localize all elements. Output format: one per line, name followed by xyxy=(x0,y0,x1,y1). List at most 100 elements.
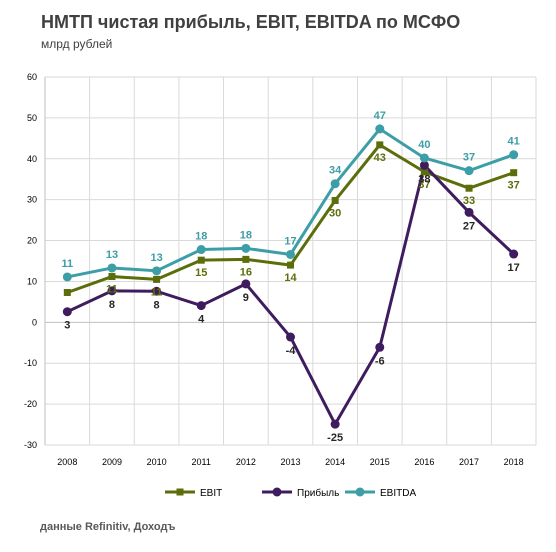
ebitda-point xyxy=(62,272,72,282)
ebitda-point xyxy=(509,150,519,160)
ebitda-data-label: 41 xyxy=(508,136,520,148)
x-tick-label: 2011 xyxy=(192,457,211,467)
profit-point xyxy=(464,207,474,217)
y-tick-label: -20 xyxy=(24,399,37,409)
x-tick-label: 2016 xyxy=(414,457,434,467)
profit-data-label: 27 xyxy=(463,220,475,232)
x-tick-label: 2010 xyxy=(147,457,167,467)
y-tick-label: -10 xyxy=(24,358,37,368)
profit-point xyxy=(107,286,117,296)
profit-point xyxy=(286,332,295,342)
ebitda-point xyxy=(241,243,251,253)
ebitda-point xyxy=(107,263,117,273)
profit-point xyxy=(152,286,162,296)
x-tick-label: 2017 xyxy=(459,457,479,467)
ebitda-data-label: 37 xyxy=(463,152,475,164)
ebit-data-label: 43 xyxy=(374,152,386,164)
ebit-point xyxy=(510,169,518,177)
ebitda-point xyxy=(419,153,429,163)
profit-point xyxy=(62,307,72,317)
ebitda-data-label: 13 xyxy=(150,252,162,264)
source-note: данные Refinitiv, Доходъ xyxy=(40,521,176,533)
ebitda-data-label: 18 xyxy=(195,231,207,243)
ebitda-point xyxy=(375,124,385,134)
ebitda-data-label: 11 xyxy=(61,258,73,270)
legend: EBIT Прибыль EBITDA xyxy=(165,487,416,499)
y-tick-label: -30 xyxy=(24,440,37,450)
x-tick-label: 2018 xyxy=(504,457,524,467)
profit-data-label: 38 xyxy=(418,173,430,185)
ebitda-point xyxy=(152,266,162,276)
y-tick-label: 50 xyxy=(27,113,37,123)
ebit-point xyxy=(242,255,250,263)
ebitda-data-label: 17 xyxy=(284,235,296,247)
ebit-data-label: 37 xyxy=(508,180,520,192)
legend-ebit-marker xyxy=(176,488,184,496)
profit-point xyxy=(241,279,251,289)
legend-profit-marker xyxy=(272,487,282,497)
ebit-point xyxy=(465,184,473,192)
legend-ebitda-marker xyxy=(355,487,365,497)
ebit-data-label: 30 xyxy=(329,207,341,219)
profit-point xyxy=(375,342,385,352)
ebit-data-label: 33 xyxy=(463,195,475,207)
legend-ebit-label: EBIT xyxy=(200,488,222,499)
ebitda-point xyxy=(330,179,340,189)
profit-point xyxy=(419,160,429,170)
y-tick-label: 60 xyxy=(27,72,37,82)
y-tick-label: 40 xyxy=(27,154,37,164)
x-tick-label: 2008 xyxy=(57,457,77,467)
profit-point xyxy=(196,301,206,311)
y-tick-label: 10 xyxy=(27,276,37,286)
profit-point xyxy=(509,249,519,259)
legend-ebitda-label: EBITDA xyxy=(380,488,416,499)
ebit-data-label: 37 xyxy=(418,179,430,191)
profit-data-label: 4 xyxy=(198,314,205,326)
legend-profit-label: Прибыль xyxy=(297,487,339,499)
ebit-point xyxy=(420,168,428,176)
ebit-point xyxy=(376,141,384,149)
x-tick-label: 2013 xyxy=(280,457,300,467)
ebit-data-label: 14 xyxy=(284,272,297,284)
ebitda-data-label: 18 xyxy=(240,229,252,241)
profit-data-label: 9 xyxy=(243,292,249,304)
x-tick-label: 2009 xyxy=(102,457,122,467)
ebitda-data-label: 40 xyxy=(418,139,430,151)
ebit-data-label: 16 xyxy=(240,266,252,278)
x-tick-label: 2015 xyxy=(370,457,390,467)
ebit-point xyxy=(331,196,339,204)
ebitda-point xyxy=(196,245,206,255)
ebitda-data-label: 34 xyxy=(329,165,342,177)
series-markers xyxy=(62,124,519,429)
x-axis-ticks: 2008 2009 2010 2011 2012 2013 2014 2015 2016 2017… xyxy=(57,457,523,467)
x-tick-label: 2014 xyxy=(325,457,345,467)
ebitda-point xyxy=(464,166,474,176)
profit-data-label: 3 xyxy=(64,320,70,332)
profit-data-label: -4 xyxy=(286,345,297,357)
profit-data-label: 8 xyxy=(109,299,115,311)
ebitda-data-label: 13 xyxy=(106,249,118,261)
y-tick-label: 30 xyxy=(27,195,37,205)
x-tick-label: 2012 xyxy=(236,457,256,467)
profit-data-label: 17 xyxy=(508,262,520,274)
gridlines xyxy=(44,76,537,446)
ebit-data-label: 11 xyxy=(151,286,163,298)
ebit-point xyxy=(63,288,71,296)
ebit-point xyxy=(153,275,161,283)
y-tick-label: 0 xyxy=(32,317,37,327)
ebitda-point xyxy=(286,249,295,259)
profit-point xyxy=(330,419,340,429)
ebit-data-label: 15 xyxy=(195,267,207,279)
profit-data-label: -25 xyxy=(327,432,343,444)
ebitda-data-label: 47 xyxy=(374,110,386,122)
ebit-point xyxy=(197,256,205,264)
y-axis-ticks: -30 -20 -10 0 10 20 30 40 50 60 xyxy=(24,72,37,450)
profit-data-label: -6 xyxy=(375,355,385,367)
chart-title: НМТП чистая прибыль, EBIT, EBITDA по МСФ… xyxy=(41,12,461,32)
profit-data-label: 8 xyxy=(154,299,160,311)
axes xyxy=(44,77,536,445)
y-tick-label: 20 xyxy=(27,236,37,246)
chart-subtitle: млрд рублей xyxy=(41,37,113,51)
ebit-point xyxy=(108,273,116,281)
